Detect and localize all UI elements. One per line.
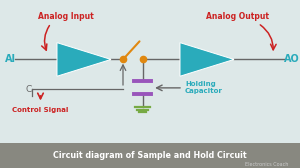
Text: Circuit diagram of Sample and Hold Circuit: Circuit diagram of Sample and Hold Circu… (53, 151, 247, 160)
Polygon shape (57, 43, 111, 76)
Text: AO: AO (284, 54, 299, 65)
Text: C: C (26, 85, 32, 94)
Text: Analog Input: Analog Input (38, 12, 94, 21)
Polygon shape (180, 43, 234, 76)
Text: Analog Output: Analog Output (206, 12, 268, 21)
Text: Holding
Capacitor: Holding Capacitor (185, 81, 223, 94)
Text: Control Signal: Control Signal (12, 107, 69, 113)
Text: Electronics Coach: Electronics Coach (244, 162, 288, 167)
Text: AI: AI (5, 54, 16, 65)
Bar (0, 143, 300, 168)
